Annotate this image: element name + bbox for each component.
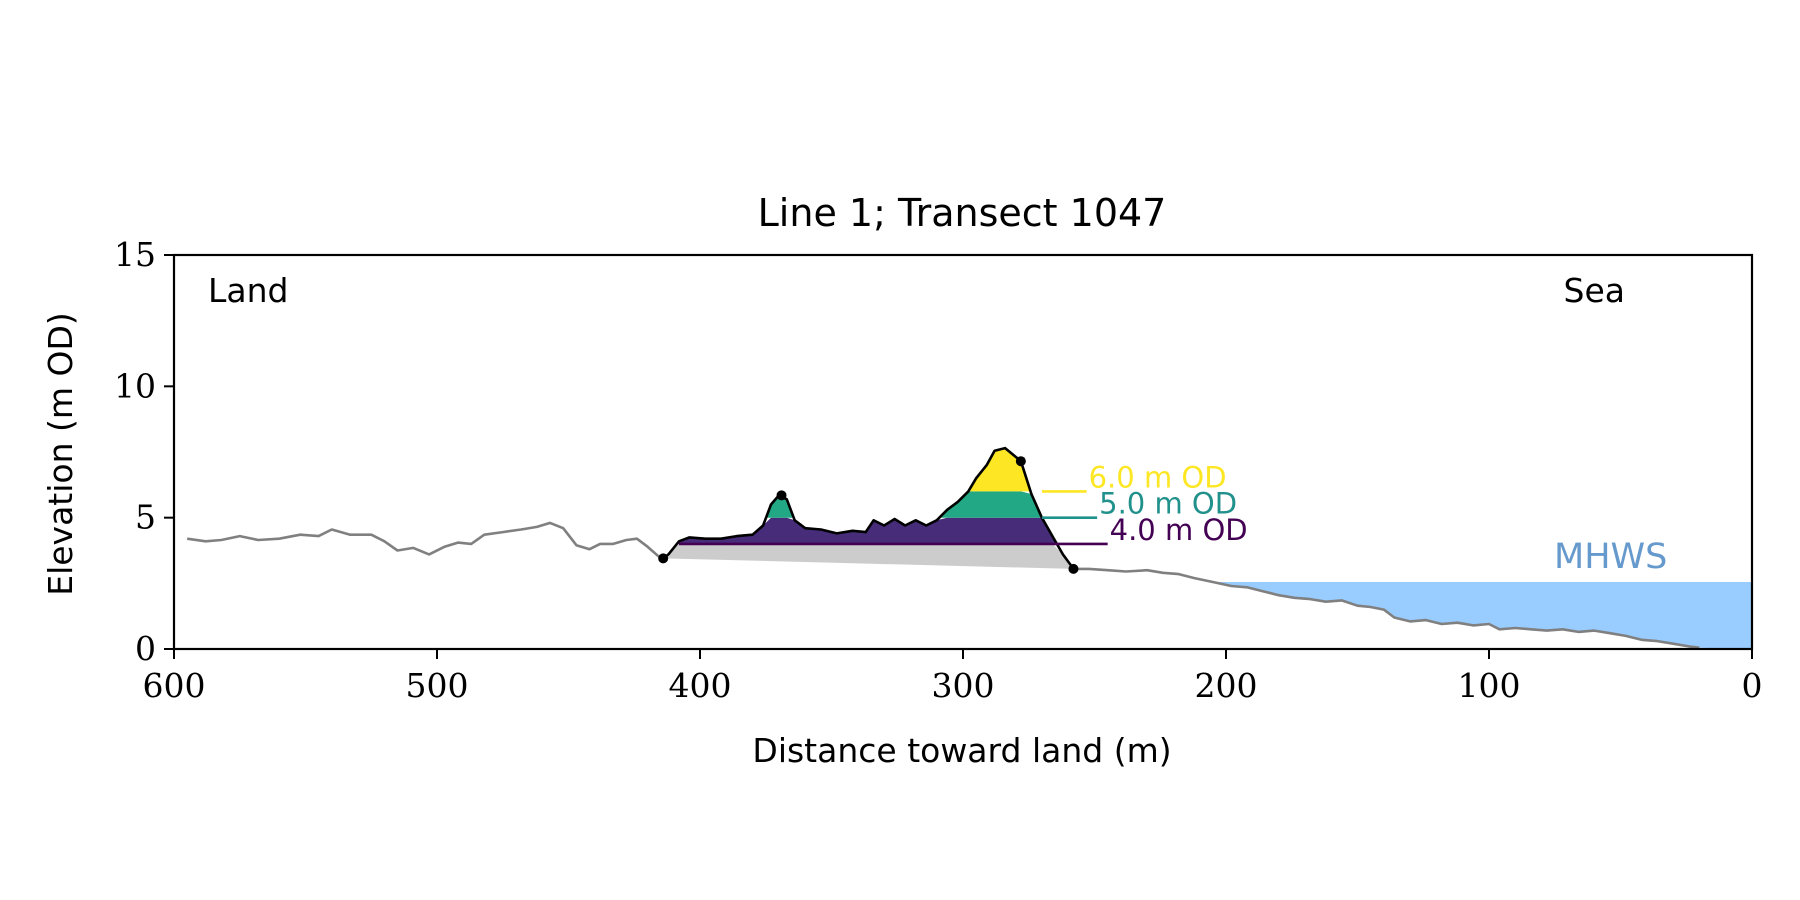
y-tick-label-5: 5 bbox=[135, 498, 156, 537]
profile-line-landward bbox=[187, 521, 664, 560]
line-layer: 4.0 m OD5.0 m OD6.0 m OD bbox=[187, 446, 1700, 649]
fill-layer bbox=[663, 448, 1752, 649]
x-tick-label-0: 0 bbox=[1742, 666, 1763, 705]
y-axis-label: Elevation (m OD) bbox=[41, 312, 80, 596]
mhws-water-area bbox=[1212, 582, 1752, 649]
level-label-5: 5.0 m OD bbox=[1099, 487, 1237, 521]
chart-title: Line 1; Transect 1047 bbox=[758, 191, 1167, 235]
x-tick-label-100: 100 bbox=[1458, 666, 1521, 705]
axes-layer: 600 500 400 300 200 100 0 0 5 10 15 bbox=[114, 235, 1763, 705]
mhws-label: MHWS bbox=[1554, 537, 1667, 577]
land-annotation: Land bbox=[208, 271, 288, 310]
x-axis-label: Distance toward land (m) bbox=[752, 731, 1171, 770]
y-tick-label-10: 10 bbox=[114, 366, 156, 405]
x-tick-label-300: 300 bbox=[932, 666, 995, 705]
marker-toe-landward bbox=[658, 553, 669, 564]
band-5-area-1 bbox=[939, 491, 1042, 518]
x-tick-label-200: 200 bbox=[1195, 666, 1258, 705]
level-label-6: 6.0 m OD bbox=[1089, 460, 1227, 494]
marker-toe-seaward bbox=[1068, 563, 1079, 574]
x-tick-label-600: 600 bbox=[143, 666, 206, 705]
y-tick-label-15: 15 bbox=[114, 235, 156, 274]
profile-line-seaward bbox=[1073, 567, 1700, 649]
sea-annotation: Sea bbox=[1564, 271, 1625, 310]
dune-profile-line bbox=[662, 446, 1075, 570]
level-label-4: 4.0 m OD bbox=[1110, 513, 1248, 547]
x-tick-label-500: 500 bbox=[406, 666, 469, 705]
dune-base-area bbox=[663, 543, 1074, 569]
marker-crest-secondary bbox=[776, 490, 787, 501]
marker-crest-seaward bbox=[1015, 456, 1026, 467]
x-tick-label-400: 400 bbox=[669, 666, 732, 705]
y-tick-label-0: 0 bbox=[135, 629, 156, 668]
marker-layer bbox=[658, 456, 1079, 574]
band-6-area-0 bbox=[968, 448, 1031, 492]
